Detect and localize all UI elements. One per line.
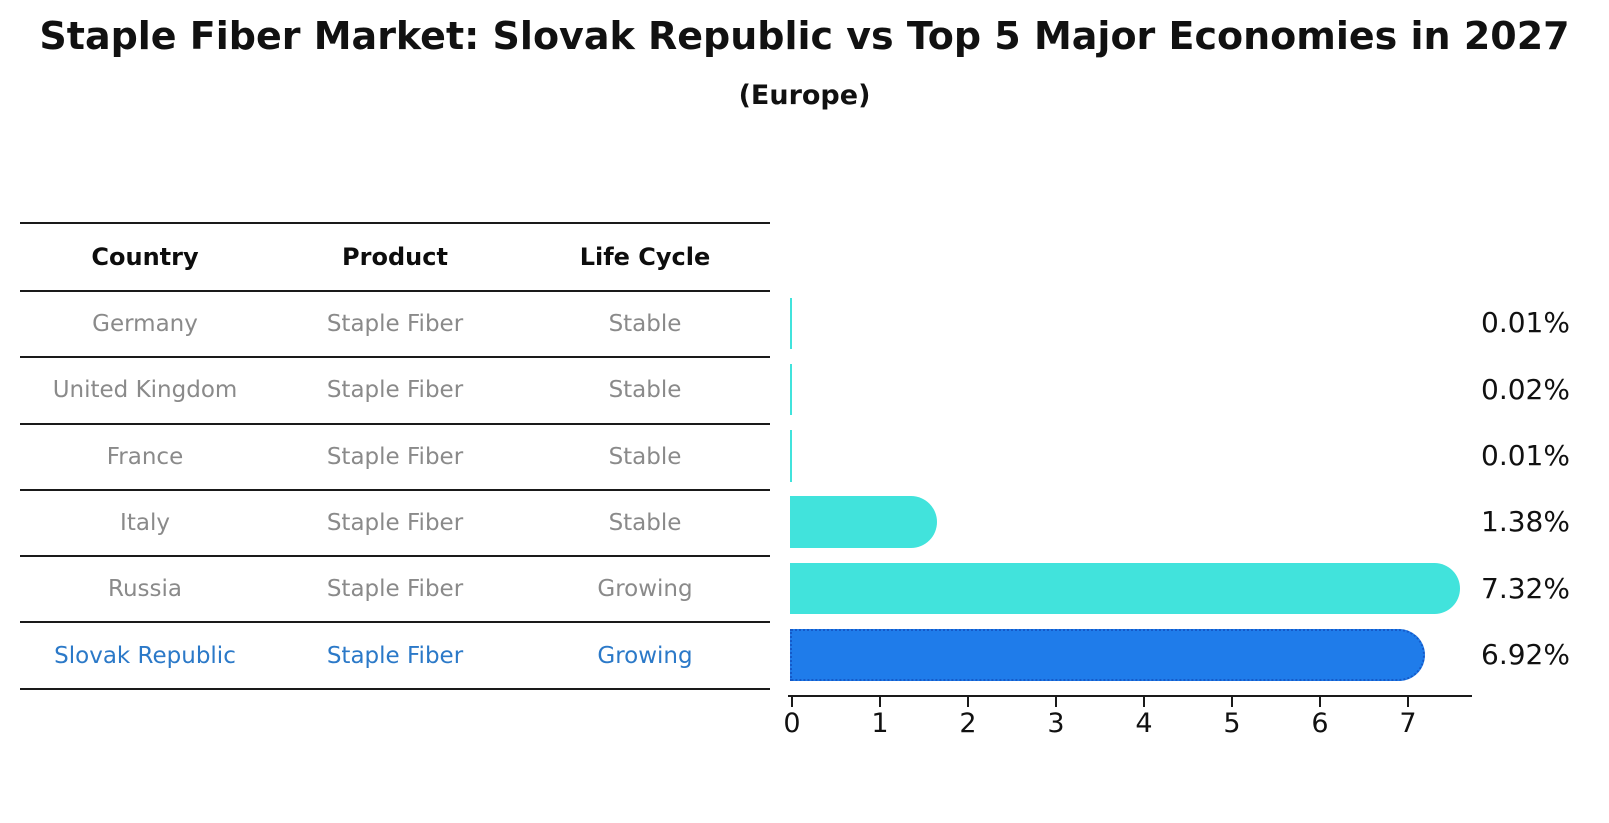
cell-product: Staple Fiber: [326, 311, 464, 338]
table-row-slovak-republic: Slovak Republic Staple Fiber Growing: [20, 623, 770, 690]
cell-product: Staple Fiber: [326, 510, 464, 537]
table-header-product: Product: [342, 243, 448, 271]
cell-life-cycle: Stable: [608, 377, 682, 404]
cell-country: United Kingdom: [52, 377, 238, 404]
chart-subtitle: (Europe): [738, 80, 871, 111]
cell-life-cycle: Growing: [597, 642, 693, 669]
cell-country: Italy: [120, 510, 170, 537]
bar-russia: [790, 562, 1461, 615]
value-label-france: 0.01%: [1481, 438, 1570, 472]
x-tick-mark-1: [879, 697, 881, 707]
x-tick-label-0: 0: [783, 708, 801, 739]
cell-product: Staple Fiber: [326, 377, 464, 404]
cell-country: Germany: [92, 311, 198, 338]
x-tick-mark-3: [1055, 697, 1057, 707]
x-tick-mark-7: [1407, 697, 1409, 707]
table-header-row: Country Product Life Cycle: [20, 224, 770, 292]
x-tick-mark-4: [1143, 697, 1145, 707]
x-tick-mark-5: [1231, 697, 1233, 707]
value-label-slovak-republic: 6.92%: [1481, 637, 1570, 671]
bar-united-kingdom: [790, 363, 792, 416]
x-tick-mark-0: [791, 697, 793, 707]
bar-slovak-republic: [790, 629, 1425, 681]
cell-life-cycle: Growing: [597, 576, 693, 603]
cell-country: Slovak Republic: [54, 642, 236, 669]
cell-life-cycle: Stable: [608, 443, 682, 470]
x-tick-label-3: 3: [1047, 708, 1065, 739]
table-body: Germany Staple Fiber Stable United Kingdom S…: [20, 292, 770, 690]
table-row-france: France Staple Fiber Stable: [20, 425, 770, 491]
x-tick-label-5: 5: [1223, 708, 1241, 739]
x-tick-mark-6: [1319, 697, 1321, 707]
value-label-germany: 0.01%: [1481, 306, 1570, 340]
x-tick-label-1: 1: [871, 708, 889, 739]
x-tick-label-2: 2: [959, 708, 977, 739]
cell-product: Staple Fiber: [326, 642, 464, 669]
table-header-life-cycle: Life Cycle: [579, 243, 711, 271]
cell-product: Staple Fiber: [326, 443, 464, 470]
value-label-italy: 1.38%: [1481, 505, 1570, 539]
table-row-united-kingdom: United Kingdom Staple Fiber Stable: [20, 358, 770, 425]
bar-france: [790, 430, 792, 482]
x-tick-label-4: 4: [1135, 708, 1153, 739]
cell-life-cycle: Stable: [608, 311, 682, 338]
info-table: Country Product Life Cycle Germany Staple…: [20, 222, 770, 690]
x-tick-mark-2: [967, 697, 969, 707]
bar-germany: [790, 297, 792, 349]
chart-title: Staple Fiber Market: Slovak Republic vs …: [39, 14, 1570, 58]
x-tick-label-7: 7: [1399, 708, 1417, 739]
x-tick-label-6: 6: [1311, 708, 1329, 739]
cell-product: Staple Fiber: [326, 576, 464, 603]
table-row-germany: Germany Staple Fiber Stable: [20, 292, 770, 359]
value-label-united-kingdom: 0.02%: [1481, 372, 1570, 406]
table-row-russia: Russia Staple Fiber Growing: [20, 557, 770, 624]
cell-life-cycle: Stable: [608, 510, 682, 537]
cell-country: France: [106, 443, 184, 470]
x-axis-line: [788, 695, 1472, 697]
bar-italy: [790, 496, 938, 548]
cell-country: Russia: [108, 576, 182, 603]
table-header-country: Country: [91, 243, 199, 271]
value-label-russia: 7.32%: [1481, 571, 1570, 605]
table-row-italy: Italy Staple Fiber Stable: [20, 491, 770, 558]
